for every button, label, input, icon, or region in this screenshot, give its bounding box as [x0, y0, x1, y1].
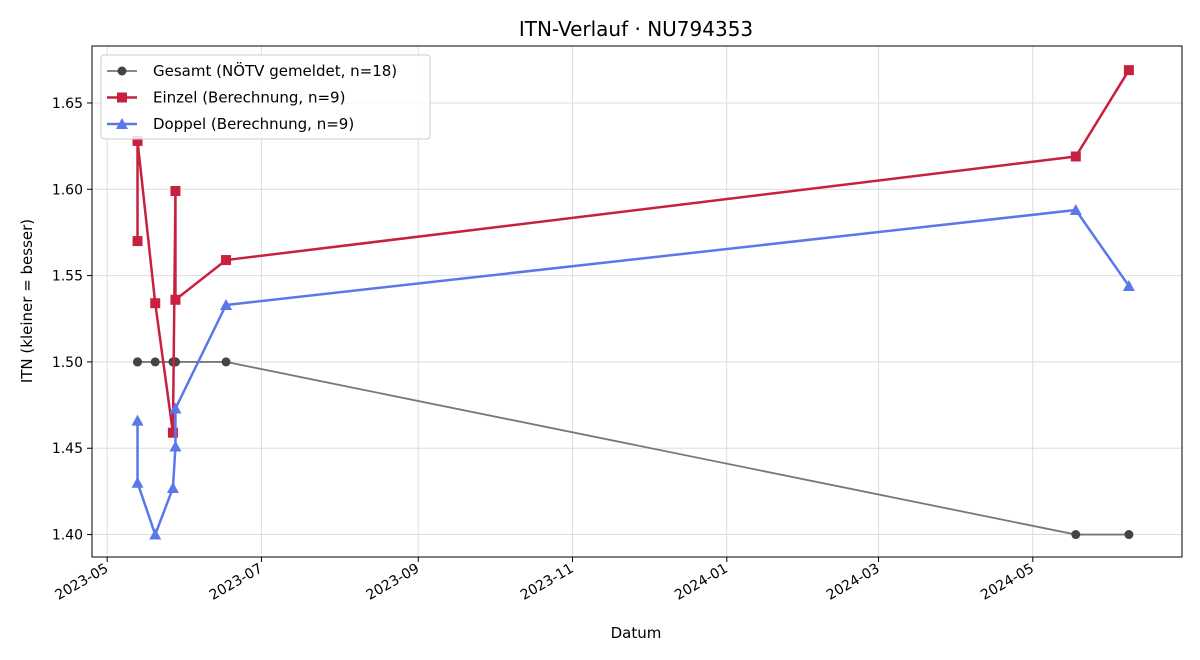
legend: Gesamt (NÖTV gemeldet, n=18) Einzel (Bere… [100, 54, 431, 140]
data-point [132, 135, 143, 146]
series-gesamt [133, 357, 1134, 540]
y-tick-label: 1.40 [52, 528, 83, 544]
plot-frame [91, 45, 1183, 558]
x-tick-label: 2024-05 [978, 561, 1037, 604]
x-tick-label: 2023-09 [364, 561, 423, 604]
legend-entry: Einzel (Berechnung, n=9) [107, 89, 345, 107]
series-einzel [132, 65, 1134, 438]
x-axis-ticks: 2023-05 2023-07 2023-09 2023-11 2024-01 2024-… [53, 557, 1037, 604]
data-point [150, 298, 161, 309]
series-line [136, 208, 1130, 536]
x-tick-label: 2024-03 [824, 561, 883, 604]
y-axis-label: ITN (kleiner = besser) [18, 219, 36, 383]
data-point [169, 402, 182, 414]
x-tick-label: 2023-07 [207, 561, 266, 604]
legend-label: Einzel (Berechnung, n=9) [153, 89, 345, 107]
data-point [132, 236, 143, 247]
legend-label: Doppel (Berechnung, n=9) [153, 115, 354, 133]
y-tick-label: 1.55 [52, 269, 83, 285]
y-axis-ticks: 1.40 1.45 1.50 1.55 1.60 1.65 [52, 96, 92, 544]
legend-marker [116, 118, 128, 129]
chart-title: ITN-Verlauf · NU794353 [519, 17, 753, 41]
y-tick-label: 1.65 [52, 96, 83, 112]
legend-entry: Gesamt (NÖTV gemeldet, n=18) [107, 61, 397, 80]
x-tick-label: 2023-05 [53, 561, 112, 604]
y-tick-label: 1.60 [52, 182, 83, 198]
data-point [131, 476, 144, 488]
data-point [1069, 204, 1082, 216]
data-point [167, 427, 178, 438]
data-point [131, 414, 144, 426]
data-point [1070, 151, 1081, 162]
x-tick-label: 2023-11 [518, 561, 577, 604]
legend-marker [117, 92, 127, 103]
data-point [150, 357, 160, 367]
data-point [221, 255, 232, 266]
data-point [133, 357, 143, 367]
data-point [169, 440, 182, 452]
series-doppel [131, 204, 1135, 540]
data-point [170, 186, 181, 197]
legend-entry: Doppel (Berechnung, n=9) [107, 115, 354, 133]
y-tick-label: 1.45 [52, 441, 83, 457]
legend-marker [117, 66, 127, 76]
y-tick-label: 1.50 [52, 355, 83, 371]
data-point [1124, 530, 1134, 540]
data-point [170, 294, 181, 305]
series-layer [131, 65, 1135, 540]
x-tick-label: 2024-01 [672, 561, 731, 604]
data-point [220, 298, 233, 310]
data-point [221, 357, 231, 367]
legend-label: Gesamt (NÖTV gemeldet, n=18) [153, 61, 397, 80]
data-point [149, 528, 162, 540]
data-point [1123, 65, 1134, 76]
data-point [166, 481, 179, 493]
legend-frame [100, 54, 431, 140]
x-axis-label: Datum [611, 624, 662, 642]
data-point [1122, 279, 1135, 291]
data-point [170, 357, 180, 367]
data-point [1071, 530, 1081, 540]
